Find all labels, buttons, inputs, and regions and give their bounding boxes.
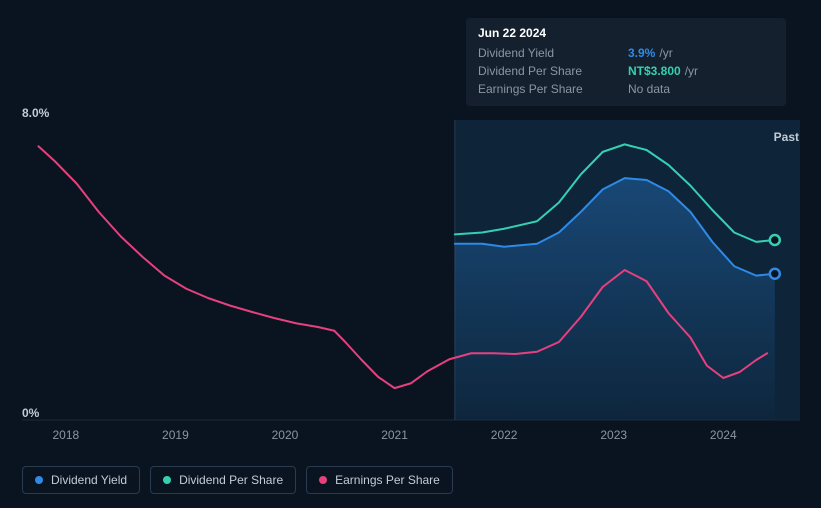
legend-dot-icon [35,476,43,484]
tooltip-row: Earnings Per Share No data [478,80,774,98]
legend-label: Dividend Per Share [179,473,283,487]
past-label: Past [774,130,799,144]
chart-tooltip: Jun 22 2024 Dividend Yield 3.9%/yr Divid… [466,18,786,106]
legend-label: Earnings Per Share [335,473,440,487]
tooltip-table: Dividend Yield 3.9%/yr Dividend Per Shar… [478,44,774,98]
tooltip-label: Dividend Yield [478,44,628,62]
tooltip-label: Earnings Per Share [478,80,628,98]
chart-legend: Dividend Yield Dividend Per Share Earnin… [22,466,453,494]
tooltip-date: Jun 22 2024 [478,26,774,40]
x-tick-label: 2024 [710,428,737,442]
x-tick-label: 2023 [600,428,627,442]
y-bottom-label: 0% [22,406,39,420]
x-tick-label: 2020 [272,428,299,442]
tooltip-label: Dividend Per Share [478,62,628,80]
y-top-label: 8.0% [22,106,49,120]
tooltip-row: Dividend Per Share NT$3.800/yr [478,62,774,80]
tooltip-row: Dividend Yield 3.9%/yr [478,44,774,62]
legend-item-dividend-yield[interactable]: Dividend Yield [22,466,140,494]
tooltip-value: NT$3.800 [628,64,681,78]
legend-item-dividend-per-share[interactable]: Dividend Per Share [150,466,296,494]
unit: /yr [655,46,672,60]
unit: /yr [681,64,698,78]
tooltip-value: 3.9% [628,46,655,60]
legend-dot-icon [163,476,171,484]
x-tick-label: 2022 [491,428,518,442]
x-tick-label: 2019 [162,428,189,442]
x-tick-label: 2018 [52,428,79,442]
legend-item-earnings-per-share[interactable]: Earnings Per Share [306,466,453,494]
legend-dot-icon [319,476,327,484]
x-tick-label: 2021 [381,428,408,442]
tooltip-value: No data [628,82,670,96]
legend-label: Dividend Yield [51,473,127,487]
